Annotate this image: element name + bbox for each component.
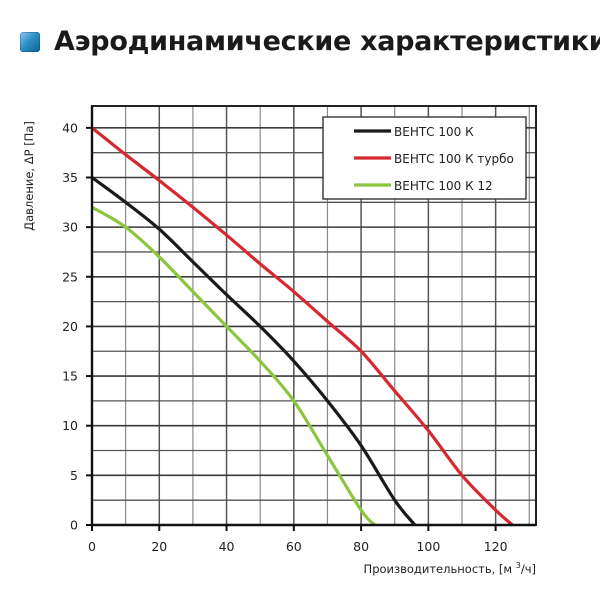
legend-item-label: ВЕНТС 100 К [394,125,474,139]
y-tick-label: 10 [62,418,78,433]
curve-series-2 [91,205,376,527]
legend-item-label: ВЕНТС 100 К 12 [394,179,493,193]
chart-legend: ВЕНТС 100 К ВЕНТС 100 К турбо ВЕНТС 100 К … [322,116,527,200]
chart-header: Аэродинамические характеристики [20,26,600,57]
x-axis-label: Производительность, [м 3/ч] [364,561,536,576]
y-tick-label: 15 [62,369,78,384]
chart-curves [91,126,514,527]
y-tick-label: 40 [62,120,78,135]
legend-item-label: ВЕНТС 100 К турбо [394,152,514,166]
y-tick-label: 25 [62,269,78,284]
x-tick-label: 20 [151,539,167,554]
blue-square-icon [20,31,40,52]
y-tick-label: 20 [62,319,78,334]
curve-series-1 [91,126,514,527]
x-tick-label: 120 [484,539,508,554]
y-tick-label: 35 [62,170,78,185]
x-tick-label: 60 [286,539,302,554]
x-tick-label: 0 [88,539,96,554]
x-tick-label: 40 [219,539,235,554]
page-title: Аэродинамические характеристики [54,26,600,57]
chart-axes: 0 5 10 15 20 25 30 35 40 0 20 40 60 80 100 120 [62,105,537,554]
y-tick-label: 5 [70,468,78,483]
y-tick-label: 30 [62,220,78,235]
x-tick-label: 80 [353,539,369,554]
y-tick-label: 0 [70,518,78,533]
curve-series-0 [91,176,417,527]
y-axis-label: Давление, ΔP [Па] [22,121,36,231]
x-tick-label: 100 [416,539,440,554]
